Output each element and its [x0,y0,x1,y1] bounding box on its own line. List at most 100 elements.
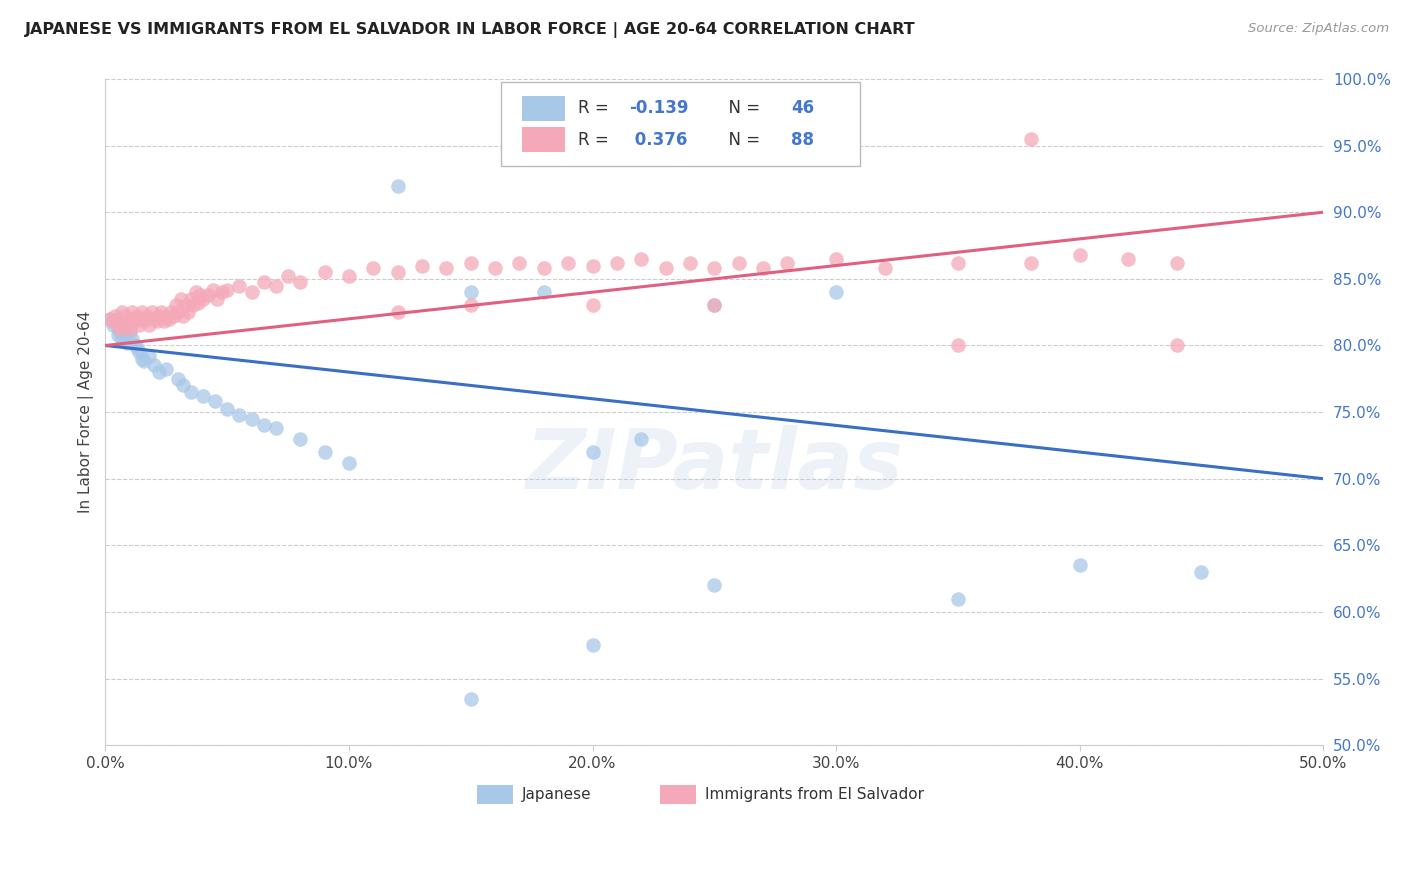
Point [557,256,579,270]
Point [187,295,209,310]
Point [121,332,143,346]
Point [114,327,136,342]
Point [253,275,276,289]
Point [125,309,148,323]
Point [167,305,190,319]
Point [533,285,555,300]
Point [114,309,136,323]
Bar [522,95,565,121]
Point [581,445,603,459]
Point [172,378,194,392]
Point [135,309,157,323]
Point [277,269,299,284]
Point [337,456,360,470]
Point [460,256,482,270]
Point [411,259,433,273]
Text: Source: ZipAtlas.com: Source: ZipAtlas.com [1249,22,1389,36]
Point [124,338,146,352]
Point [228,278,250,293]
Point [264,421,287,435]
Point [131,305,153,319]
Point [825,285,848,300]
Point [508,256,530,270]
Point [118,311,141,326]
Text: R =: R = [578,99,614,117]
Point [825,252,848,266]
Point [155,309,177,323]
Point [484,261,506,276]
Point [201,283,224,297]
Point [180,385,202,400]
Point [138,349,160,363]
Point [181,298,204,312]
Point [1069,248,1091,262]
Point [190,288,212,302]
Bar [477,785,513,804]
Point [107,318,129,333]
Point [177,305,200,319]
Text: 88: 88 [792,130,814,149]
Text: -0.139: -0.139 [628,99,689,117]
Point [191,292,214,306]
Point [98,311,121,326]
Point [107,327,129,342]
Point [153,314,176,328]
Point [108,325,131,339]
Text: N =: N = [718,130,765,149]
Text: R =: R = [578,130,614,149]
Point [337,269,360,284]
Point [125,341,148,355]
FancyBboxPatch shape [501,82,860,166]
Point [131,351,153,366]
Point [290,275,312,289]
Point [752,261,775,276]
Point [581,259,603,273]
Point [157,311,180,326]
Point [217,283,239,297]
Point [108,322,131,336]
Point [727,256,749,270]
Point [314,265,336,279]
Point [131,311,153,326]
Point [1191,565,1213,579]
Point [240,411,263,425]
Point [460,298,482,312]
Point [217,402,239,417]
Point [107,322,129,336]
Point [290,432,312,446]
Point [946,256,969,270]
Point [1166,256,1188,270]
Point [1019,256,1042,270]
Point [703,298,725,312]
Point [117,318,139,333]
Point [946,591,969,606]
Point [128,318,150,333]
Point [228,408,250,422]
Point [141,305,163,319]
Point [134,354,156,368]
Point [197,288,219,302]
Point [460,285,482,300]
Point [162,309,184,323]
Text: 0.376: 0.376 [628,130,688,149]
Point [191,389,214,403]
Point [145,314,167,328]
Point [1019,132,1042,146]
Text: Immigrants from El Salvador: Immigrants from El Salvador [704,787,924,802]
Point [104,314,127,328]
Point [630,432,652,446]
Point [1118,252,1140,266]
Point [1069,558,1091,573]
Point [776,256,799,270]
Point [104,309,127,323]
Point [184,285,207,300]
Point [253,418,276,433]
Point [101,314,124,328]
Point [114,314,136,328]
Point [240,285,263,300]
Point [101,318,124,333]
Point [703,298,725,312]
Point [124,314,146,328]
Point [606,256,628,270]
Point [121,305,143,319]
